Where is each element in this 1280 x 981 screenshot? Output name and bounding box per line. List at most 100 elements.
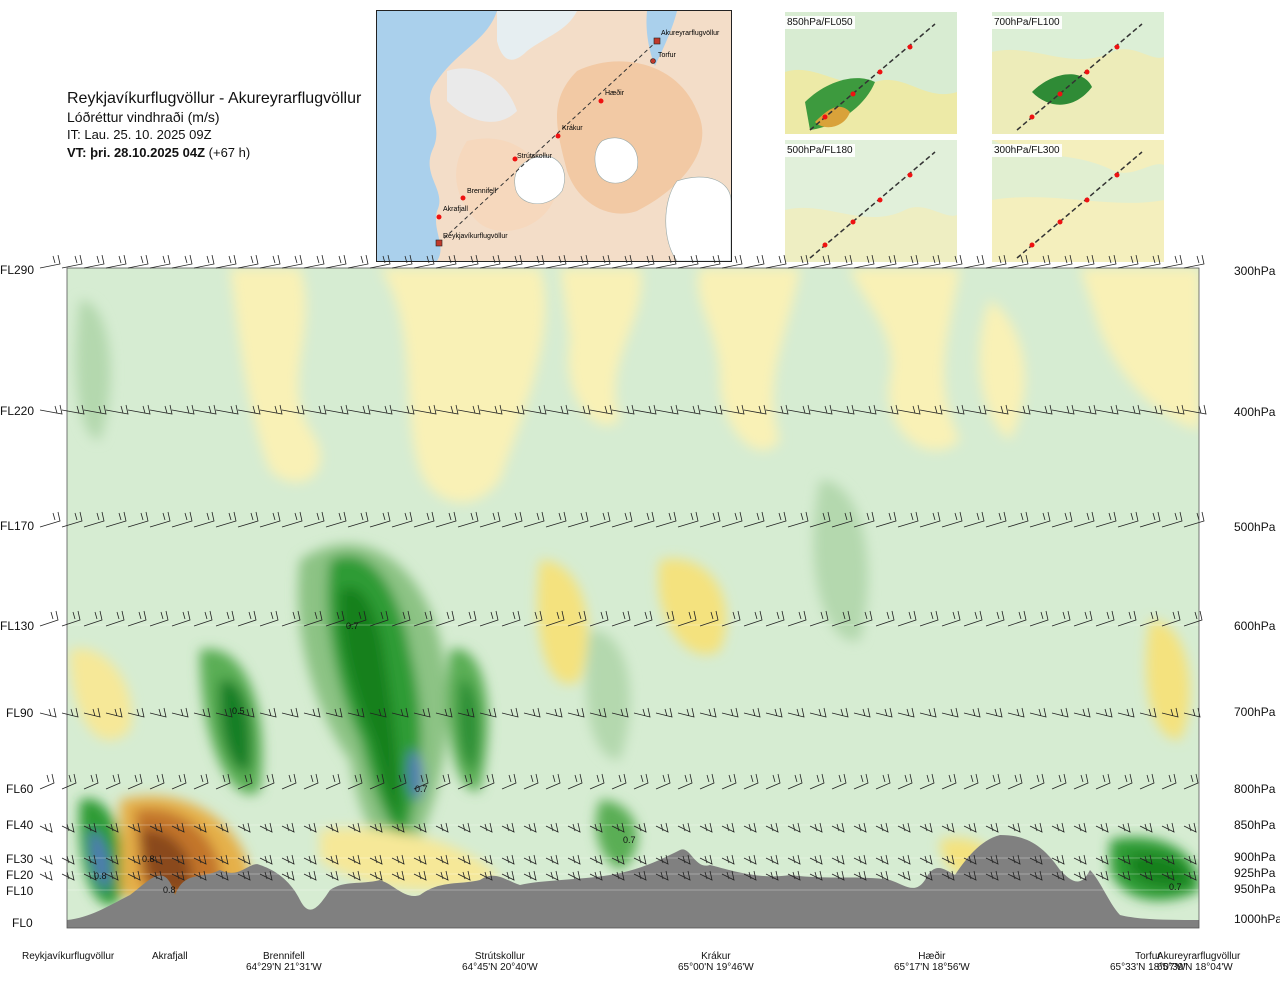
wind-barb bbox=[523, 822, 537, 833]
route-title: Reykjavíkurflugvöllur - Akureyrarflugvöl… bbox=[67, 90, 362, 107]
valid-time-offset: (+67 h) bbox=[208, 145, 251, 160]
hpa-tick: 900hPa bbox=[1234, 850, 1276, 864]
hpa-tick: 700hPa bbox=[1234, 705, 1276, 719]
wind-barb bbox=[545, 854, 559, 865]
wind-barb bbox=[479, 773, 495, 790]
waypoint-coord: 65°39'N 18°04'W bbox=[1157, 962, 1233, 973]
wind-barb bbox=[1073, 511, 1095, 528]
wind-barb bbox=[985, 870, 999, 881]
wind-barb bbox=[919, 854, 933, 865]
wind-barb bbox=[1007, 822, 1021, 833]
wind-barb bbox=[1117, 870, 1131, 881]
wind-barb bbox=[215, 854, 229, 865]
wind-barb bbox=[1161, 854, 1175, 865]
wind-barb bbox=[1183, 822, 1197, 833]
wind-barb bbox=[303, 404, 327, 415]
mini-map-850: 850hPa/FL050 bbox=[785, 12, 957, 134]
wind-barb bbox=[413, 870, 427, 881]
wind-barb bbox=[655, 511, 677, 528]
wind-barb bbox=[1029, 870, 1043, 881]
wind-barb bbox=[787, 404, 811, 415]
wind-barb bbox=[303, 822, 317, 833]
wind-barb bbox=[655, 854, 669, 865]
wind-barb bbox=[171, 773, 187, 790]
wind-barb bbox=[809, 822, 823, 833]
wind-barb bbox=[501, 404, 525, 415]
wind-barb bbox=[391, 404, 415, 415]
wind-barb bbox=[413, 404, 437, 415]
wind-barb bbox=[523, 773, 539, 790]
wind-barb bbox=[149, 511, 171, 528]
wind-barb bbox=[347, 511, 369, 528]
wind-barb bbox=[677, 870, 691, 881]
wind-barb bbox=[83, 822, 97, 833]
wind-barb bbox=[853, 610, 873, 627]
wind-barb bbox=[413, 511, 435, 528]
wind-barb bbox=[237, 511, 259, 528]
wind-barb bbox=[61, 610, 81, 627]
route-map-drawing: Akureyrarflugvöllur Torfur Hæðir Krákur … bbox=[377, 11, 731, 261]
wind-barb bbox=[611, 870, 625, 881]
wind-barb bbox=[963, 404, 987, 415]
wind-barb bbox=[1183, 707, 1201, 718]
wind-barb bbox=[171, 404, 195, 415]
wind-barb bbox=[831, 870, 845, 881]
wind-barb bbox=[105, 610, 125, 627]
wind-barb bbox=[1139, 511, 1161, 528]
wind-barb bbox=[1007, 404, 1031, 415]
wind-barb bbox=[633, 404, 657, 415]
wind-barb bbox=[633, 255, 655, 269]
wind-barb bbox=[765, 854, 779, 865]
wind-barb bbox=[435, 610, 455, 627]
waypoint-name: Krákur bbox=[701, 951, 731, 962]
wind-barb bbox=[523, 854, 537, 865]
wind-barb bbox=[479, 255, 501, 269]
wind-barb bbox=[259, 404, 283, 415]
waypoint-name: Akureyrarflugvöllur bbox=[1157, 951, 1241, 962]
wind-barb bbox=[787, 255, 809, 269]
wind-barb bbox=[259, 773, 275, 790]
wind-barb bbox=[303, 773, 319, 790]
wind-barb bbox=[677, 707, 695, 718]
wind-barb bbox=[1007, 854, 1021, 865]
wind-barb bbox=[699, 773, 715, 790]
wind-barb bbox=[831, 773, 847, 790]
wind-barb bbox=[61, 870, 75, 881]
map-label-brennifell: Brennifell bbox=[467, 188, 497, 195]
wind-barb bbox=[61, 404, 85, 415]
wind-barb bbox=[281, 255, 303, 269]
wind-barb bbox=[281, 870, 295, 881]
value-label: 0.7 bbox=[346, 621, 359, 631]
fl-tick: FL130 bbox=[0, 619, 35, 633]
wind-barb bbox=[567, 822, 581, 833]
wind-barb bbox=[479, 870, 493, 881]
wind-barb bbox=[39, 511, 61, 528]
value-label: 0.7 bbox=[1169, 882, 1182, 892]
wind-barb bbox=[259, 255, 281, 269]
wind-barb bbox=[765, 870, 779, 881]
waypoint-name: Akrafjall bbox=[152, 951, 188, 962]
wind-barb bbox=[171, 707, 189, 718]
wind-barb bbox=[853, 854, 867, 865]
value-label: 0.8 bbox=[163, 885, 176, 895]
wind-barb bbox=[853, 404, 877, 415]
wind-barb bbox=[237, 773, 253, 790]
wind-barb bbox=[127, 773, 143, 790]
wind-barb bbox=[1095, 870, 1109, 881]
wind-barb bbox=[149, 404, 173, 415]
wind-barb bbox=[589, 610, 609, 627]
mini-map-850-drawing bbox=[785, 12, 957, 134]
wind-barb bbox=[1095, 822, 1109, 833]
wind-barb bbox=[347, 870, 361, 881]
wind-barb bbox=[369, 255, 391, 269]
wind-barb bbox=[435, 255, 457, 269]
fl-tick: FL0 bbox=[12, 916, 33, 930]
wind-barb bbox=[1051, 822, 1065, 833]
wind-barb bbox=[413, 822, 427, 833]
wind-barb bbox=[1029, 511, 1051, 528]
wind-barb bbox=[765, 610, 785, 627]
value-label: 0.5 bbox=[232, 706, 245, 716]
map-label-krakur: Krákur bbox=[562, 125, 583, 132]
wind-barb bbox=[831, 822, 845, 833]
wind-barb bbox=[1073, 255, 1095, 269]
